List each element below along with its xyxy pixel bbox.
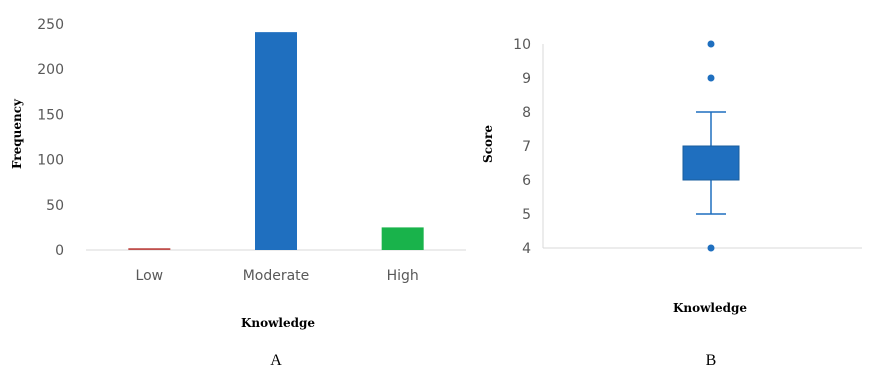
- outlier-point: [707, 40, 715, 48]
- bar-chart-y-tick-label: 100: [37, 153, 64, 169]
- bar-chart-y-tick-label: 150: [37, 107, 64, 123]
- box-plot-y-tick-label: 8: [522, 105, 531, 121]
- box-plot-y-tick-label: 9: [522, 71, 531, 87]
- bar-low: [128, 248, 171, 250]
- bar-chart-x-ticks: Low Moderate High: [136, 268, 419, 284]
- box-plot-y-axis-title: Score: [481, 125, 495, 163]
- box-plot-box: [682, 40, 740, 252]
- outlier-point: [707, 244, 715, 252]
- bar-chart-panel: 0 50 100 150 200 250 Low Moderate High Frequenc…: [10, 17, 466, 369]
- panel-label-b: B: [706, 352, 717, 369]
- bar-chart-y-tick-label: 50: [46, 198, 64, 214]
- interquartile-box: [682, 145, 740, 181]
- box-plot-y-tick-label: 7: [522, 139, 531, 155]
- bar-high: [381, 227, 424, 250]
- box-plot-y-tick-label: 5: [522, 207, 531, 223]
- bar-chart-y-ticks: 0 50 100 150 200 250: [37, 17, 64, 259]
- bar-chart-y-tick-label: 200: [37, 62, 64, 78]
- bar-chart-y-tick-label: 0: [55, 243, 64, 259]
- bar-chart-x-tick-label: High: [387, 268, 419, 284]
- box-plot-y-tick-label: 10: [513, 37, 531, 53]
- box-plot-y-tick-label: 6: [522, 173, 531, 189]
- bar-chart-x-axis-title: Knowledge: [241, 316, 315, 330]
- bar-chart-bars: [128, 32, 424, 250]
- outlier-point: [707, 74, 715, 82]
- bar-moderate: [255, 32, 297, 250]
- bar-chart-y-axis-title: Frequency: [10, 98, 24, 169]
- bar-chart-x-tick-label: Low: [136, 268, 164, 284]
- bar-chart-y-tick-label: 250: [37, 17, 64, 33]
- bar-chart-x-tick-label: Moderate: [243, 268, 310, 284]
- box-plot-panel: 4 5 6 7 8 9 10 Score Knowledge B: [481, 37, 862, 369]
- panel-label-a: A: [270, 352, 282, 369]
- box-plot-y-tick-label: 4: [522, 241, 531, 257]
- box-plot-x-axis-title: Knowledge: [673, 301, 747, 315]
- box-plot-y-ticks: 4 5 6 7 8 9 10: [513, 37, 531, 257]
